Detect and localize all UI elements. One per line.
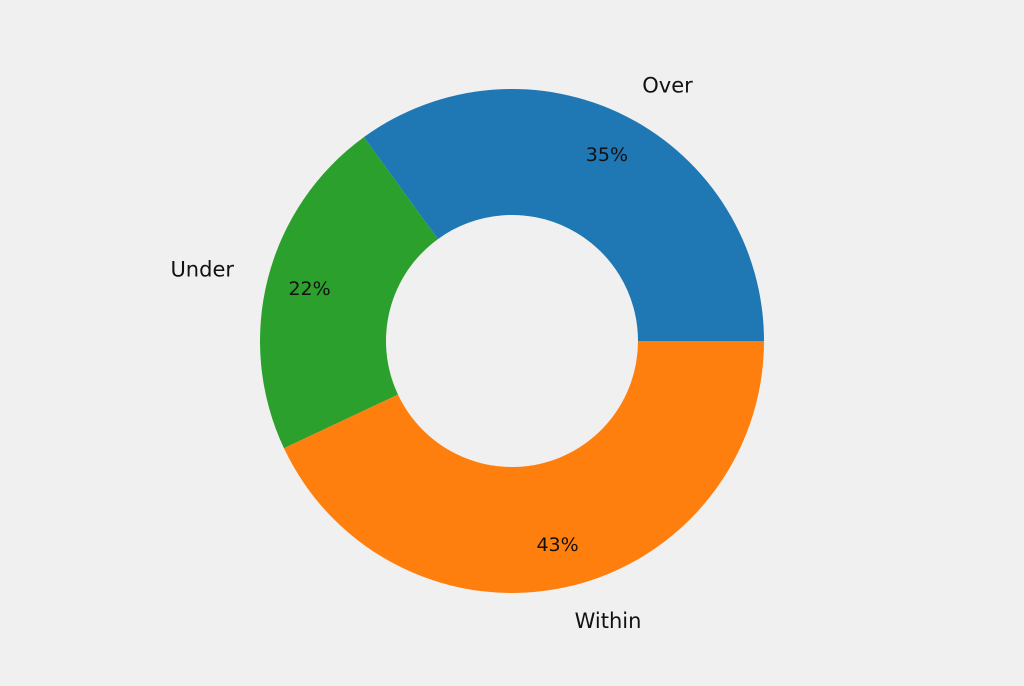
- value-label-over: 35%: [586, 144, 628, 166]
- category-label-within: Within: [575, 609, 642, 633]
- labels-layer: 35% Over 22% Under 43% Within: [170, 73, 693, 633]
- value-label-within: 43%: [536, 534, 578, 556]
- category-label-over: Over: [642, 73, 693, 97]
- category-label-under: Under: [170, 258, 234, 282]
- value-label-under: 22%: [288, 278, 330, 300]
- slice-under: [259, 137, 438, 449]
- slices-layer: [259, 89, 764, 594]
- slice-within: [283, 341, 764, 594]
- slice-over: [363, 89, 764, 341]
